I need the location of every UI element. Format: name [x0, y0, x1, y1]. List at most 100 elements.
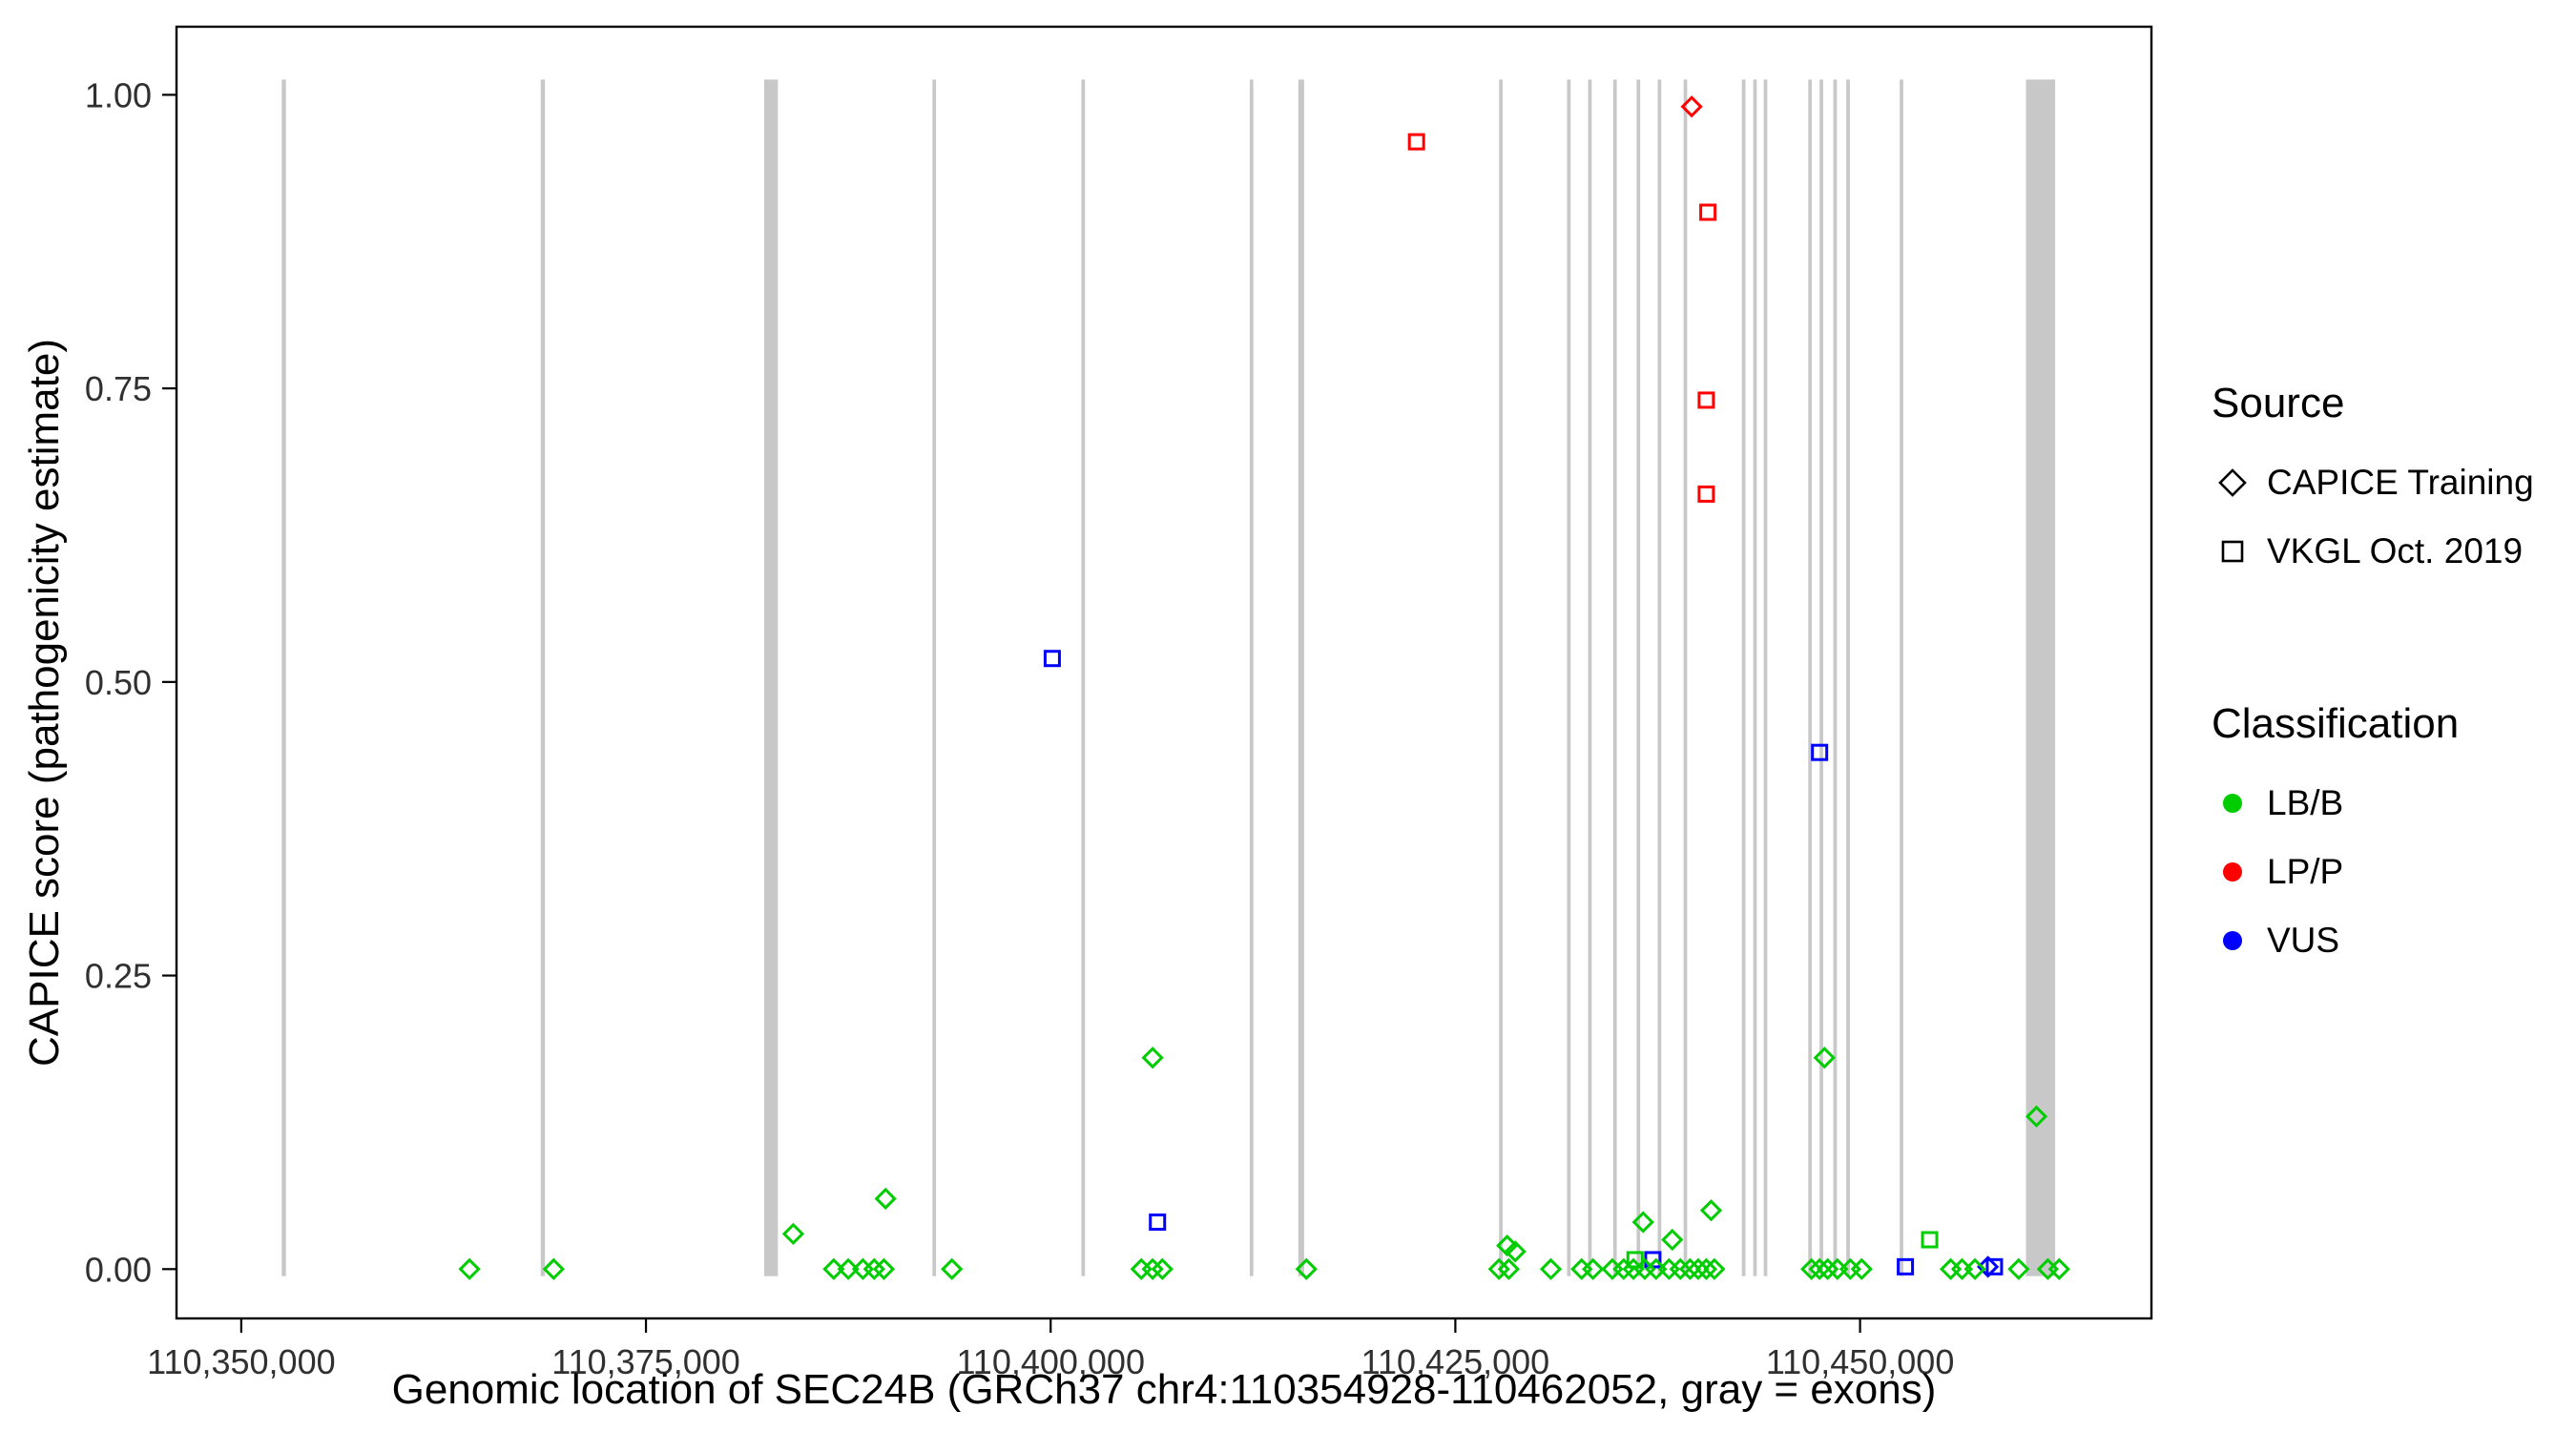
data-point: [542, 1257, 565, 1280]
data-point: [941, 1257, 964, 1280]
panel-border: [175, 25, 2153, 1320]
legend-item-label: CAPICE Training: [2267, 463, 2534, 502]
data-point: [1504, 1240, 1527, 1263]
data-point: [1963, 1257, 1986, 1280]
y-tick-label: 0.00: [85, 1250, 152, 1289]
data-point: [1487, 1257, 1510, 1280]
y-tick-label: 0.50: [85, 663, 152, 702]
green-dot-icon: [2223, 794, 2242, 813]
exon-bar: [1846, 79, 1850, 1276]
legend-item-label: VUS: [2267, 921, 2340, 960]
data-point: [1601, 1257, 1624, 1280]
data-point: [458, 1257, 481, 1280]
data-point: [1678, 1257, 1702, 1280]
data-point: [1699, 203, 1717, 221]
data-point: [1699, 1199, 1723, 1222]
data-point: [1694, 1257, 1718, 1280]
data-point: [2007, 1257, 2030, 1280]
exon-bar: [1753, 79, 1757, 1276]
data-point: [1151, 1257, 1174, 1280]
exon-bar: [1900, 79, 1903, 1276]
legend-item-capice-training: CAPICE Training: [2212, 448, 2565, 517]
exon-bar: [1612, 79, 1617, 1276]
data-point: [1950, 1257, 1974, 1280]
legend-item-vus: VUS: [2212, 906, 2565, 975]
exon-bar: [1808, 79, 1813, 1276]
data-point: [1130, 1257, 1153, 1280]
data-point: [1697, 391, 1715, 409]
y-tick-label: 0.25: [85, 957, 152, 996]
diamond-outline-icon: [2218, 468, 2247, 497]
data-point: [862, 1257, 885, 1280]
y-tick-label: 0.75: [85, 369, 152, 408]
square-outline-icon: [2221, 540, 2244, 563]
exon-bar: [1819, 79, 1823, 1276]
exon-bar: [1657, 79, 1662, 1276]
data-point: [1921, 1231, 1939, 1249]
exon-bar: [932, 79, 937, 1276]
legend-classification-title: Classification: [2212, 700, 2460, 747]
data-point: [1043, 650, 1061, 668]
exon-bar: [1249, 79, 1254, 1276]
y-axis-title: CAPICE score (pathogenicity estimate): [21, 339, 68, 1067]
data-point: [1985, 1257, 2004, 1275]
data-point: [1680, 95, 1703, 118]
red-dot-icon: [2223, 862, 2242, 881]
exon-bar: [1636, 79, 1641, 1276]
x-tick-label: 110,400,000: [956, 1342, 1145, 1381]
exon-bar: [1741, 79, 1746, 1276]
x-tick-label: 110,425,000: [1361, 1342, 1550, 1381]
data-point: [1661, 1228, 1684, 1252]
data-point: [2025, 1105, 2048, 1128]
legend-item-label: LP/P: [2267, 852, 2344, 891]
exon-bar: [2025, 79, 2056, 1276]
data-point: [1626, 1251, 1644, 1269]
x-tick-label: 110,375,000: [551, 1342, 740, 1381]
exon-bar: [540, 79, 546, 1276]
legend: Source CAPICE Training VKGL Oct. 2019 Cl…: [2212, 380, 2565, 1089]
data-point: [1703, 1257, 1726, 1280]
data-point: [1407, 133, 1425, 151]
exon-bar: [1763, 79, 1768, 1276]
data-point: [1631, 1211, 1654, 1234]
legend-source: Source CAPICE Training VKGL Oct. 2019: [2212, 380, 2565, 586]
y-tick-label: 1.00: [85, 75, 152, 114]
x-axis-title: Genomic location of SEC24B (GRCh37 chr4:…: [391, 1366, 1937, 1413]
data-point: [1800, 1257, 1823, 1280]
data-point: [1141, 1257, 1164, 1280]
data-point: [837, 1257, 860, 1280]
exon-bar: [1683, 79, 1688, 1276]
data-point: [1657, 1257, 1681, 1280]
data-point: [1850, 1257, 1873, 1280]
data-point: [1669, 1257, 1692, 1280]
x-tick-label: 110,350,000: [147, 1342, 336, 1381]
legend-classification: Classification LB/B LP/P VUS: [2212, 700, 2565, 975]
data-point: [1497, 1257, 1521, 1280]
data-point: [1645, 1257, 1668, 1280]
data-point: [2047, 1257, 2070, 1280]
exon-bar: [1499, 79, 1503, 1276]
legend-source-title: Source: [2212, 380, 2345, 426]
exon-bar: [1588, 79, 1592, 1276]
data-point: [822, 1257, 845, 1280]
data-point: [1149, 1213, 1167, 1232]
exon-bar: [1833, 79, 1838, 1276]
legend-item-vkgl: VKGL Oct. 2019: [2212, 517, 2565, 586]
data-point: [1697, 485, 1715, 503]
data-point: [1813, 1047, 1836, 1069]
exon-bar: [281, 79, 286, 1276]
legend-item-lbb: LB/B: [2212, 769, 2565, 838]
data-point: [1811, 743, 1829, 761]
exon-bar: [1081, 79, 1086, 1276]
data-point: [781, 1222, 805, 1245]
legend-item-lpp: LP/P: [2212, 838, 2565, 906]
data-point: [1817, 1257, 1839, 1280]
data-point: [1808, 1257, 1831, 1280]
data-point: [1141, 1047, 1164, 1069]
data-point: [1939, 1257, 1963, 1280]
data-point: [1582, 1257, 1605, 1280]
exon-bar: [763, 79, 779, 1276]
data-point: [1977, 1255, 2000, 1278]
